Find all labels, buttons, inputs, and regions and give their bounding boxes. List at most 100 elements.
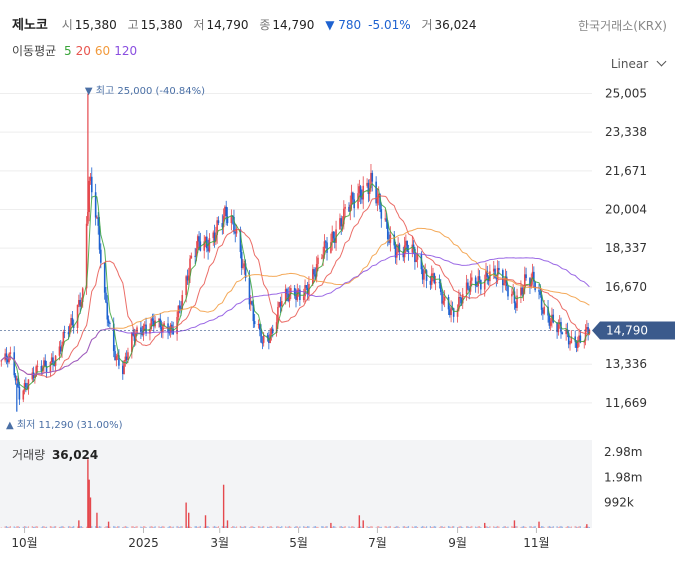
- candle-body: [302, 296, 305, 301]
- volume-bar: [460, 526, 463, 528]
- volume-bar: [305, 526, 307, 528]
- volume-bar: [260, 527, 262, 528]
- candle-body: [578, 335, 580, 341]
- volume-bar: [520, 527, 522, 528]
- volume-bar: [371, 526, 373, 528]
- volume-bar: [261, 526, 263, 528]
- volume-bar: [369, 526, 371, 528]
- candle-body: [133, 335, 136, 341]
- candle-body: [212, 232, 215, 239]
- candle-body: [230, 215, 233, 224]
- volume-bar: [506, 527, 508, 528]
- candle-body: [569, 343, 571, 345]
- candle-body: [124, 356, 127, 361]
- volume-bar: [199, 525, 201, 528]
- candle-body: [512, 291, 514, 294]
- volume-panel-value: 36,024: [51, 448, 99, 462]
- candle-body: [297, 289, 300, 291]
- candle-body: [460, 298, 463, 304]
- ma-5[interactable]: 5: [64, 44, 72, 58]
- volume-bar: [186, 526, 189, 528]
- volume-bar: [124, 525, 126, 528]
- volume-bar: [538, 521, 540, 528]
- volume-bar: [350, 526, 353, 528]
- volume-bar: [109, 526, 111, 528]
- y-tick-label: 18,337: [605, 241, 647, 255]
- candle-body: [208, 238, 211, 252]
- volume-bar: [286, 527, 288, 528]
- volume-bar: [278, 526, 280, 528]
- candle-body: [27, 379, 30, 390]
- volume-bar: [477, 526, 479, 528]
- y-tick-label: 23,338: [605, 125, 647, 139]
- candle-body: [385, 218, 388, 222]
- ma-120[interactable]: 120: [114, 44, 138, 58]
- volume-bar: [86, 526, 88, 528]
- volume-bar: [172, 526, 174, 528]
- price-summary: 제노코 시 15,380 고 15,380 저 14,790 종 14,790 ▼ 78…: [12, 14, 484, 33]
- volume-bar: [442, 527, 444, 528]
- volume-bar: [552, 526, 554, 528]
- volume-bar: [375, 527, 377, 528]
- volume-bar: [8, 526, 10, 528]
- candle-body: [286, 289, 288, 294]
- volume-bar: [73, 525, 75, 528]
- ma-20[interactable]: 20: [75, 44, 91, 58]
- volume-tick-label: 1.98m: [604, 471, 642, 485]
- volume-bar: [487, 527, 490, 528]
- volume-bar: [226, 520, 229, 528]
- volume-bar: [153, 527, 155, 528]
- volume-bar: [13, 526, 15, 528]
- volume-bar: [135, 526, 137, 528]
- volume-bar: [294, 526, 296, 528]
- candle-body: [177, 305, 180, 317]
- volume-bar: [478, 526, 481, 528]
- volume-bar: [367, 526, 369, 528]
- volume-bar: [341, 526, 344, 528]
- candle-body: [492, 268, 495, 272]
- candle-body: [235, 229, 238, 234]
- candle-body: [570, 336, 573, 344]
- volume-bar: [531, 527, 534, 528]
- scale-selector[interactable]: Linear: [611, 56, 667, 71]
- candle-body: [260, 329, 262, 343]
- volume-bar: [548, 525, 550, 528]
- candle-body: [412, 244, 415, 249]
- candle-body: [370, 172, 372, 189]
- candle-body: [88, 180, 90, 213]
- candle-body: [132, 332, 134, 336]
- volume-bar: [160, 526, 163, 528]
- candle-body: [23, 383, 26, 391]
- ma-60[interactable]: 60: [94, 44, 111, 58]
- candle-body: [68, 325, 71, 335]
- candle-body: [579, 335, 582, 343]
- ma-line-120: [0, 252, 590, 376]
- volume-bar: [376, 526, 379, 528]
- volume-bar: [344, 525, 346, 528]
- volume-bar: [133, 527, 136, 528]
- candle-body: [5, 353, 8, 360]
- volume-bar: [476, 527, 478, 528]
- volume-bar: [389, 526, 391, 528]
- candle-body: [204, 236, 207, 242]
- volume-bar: [406, 526, 408, 528]
- candle-body: [98, 225, 101, 250]
- volume-bar: [511, 525, 513, 528]
- volume-bar: [533, 526, 535, 528]
- volume-bar: [493, 526, 495, 528]
- volume-bar: [513, 520, 516, 528]
- candle-body: [384, 218, 386, 220]
- volume-bar: [402, 526, 404, 528]
- volume-bar: [325, 526, 327, 528]
- volume-bar: [212, 526, 214, 528]
- high-label: 고: [127, 18, 139, 32]
- volume-bar: [131, 526, 133, 528]
- volume-bar: [339, 526, 341, 528]
- volume-bar: [449, 526, 451, 528]
- moving-average-legend[interactable]: 이동평균 5 20 60 120: [12, 42, 141, 59]
- volume-bar: [9, 525, 11, 528]
- candle-body: [249, 301, 252, 305]
- volume-bar: [429, 526, 432, 528]
- candle-body: [357, 193, 359, 209]
